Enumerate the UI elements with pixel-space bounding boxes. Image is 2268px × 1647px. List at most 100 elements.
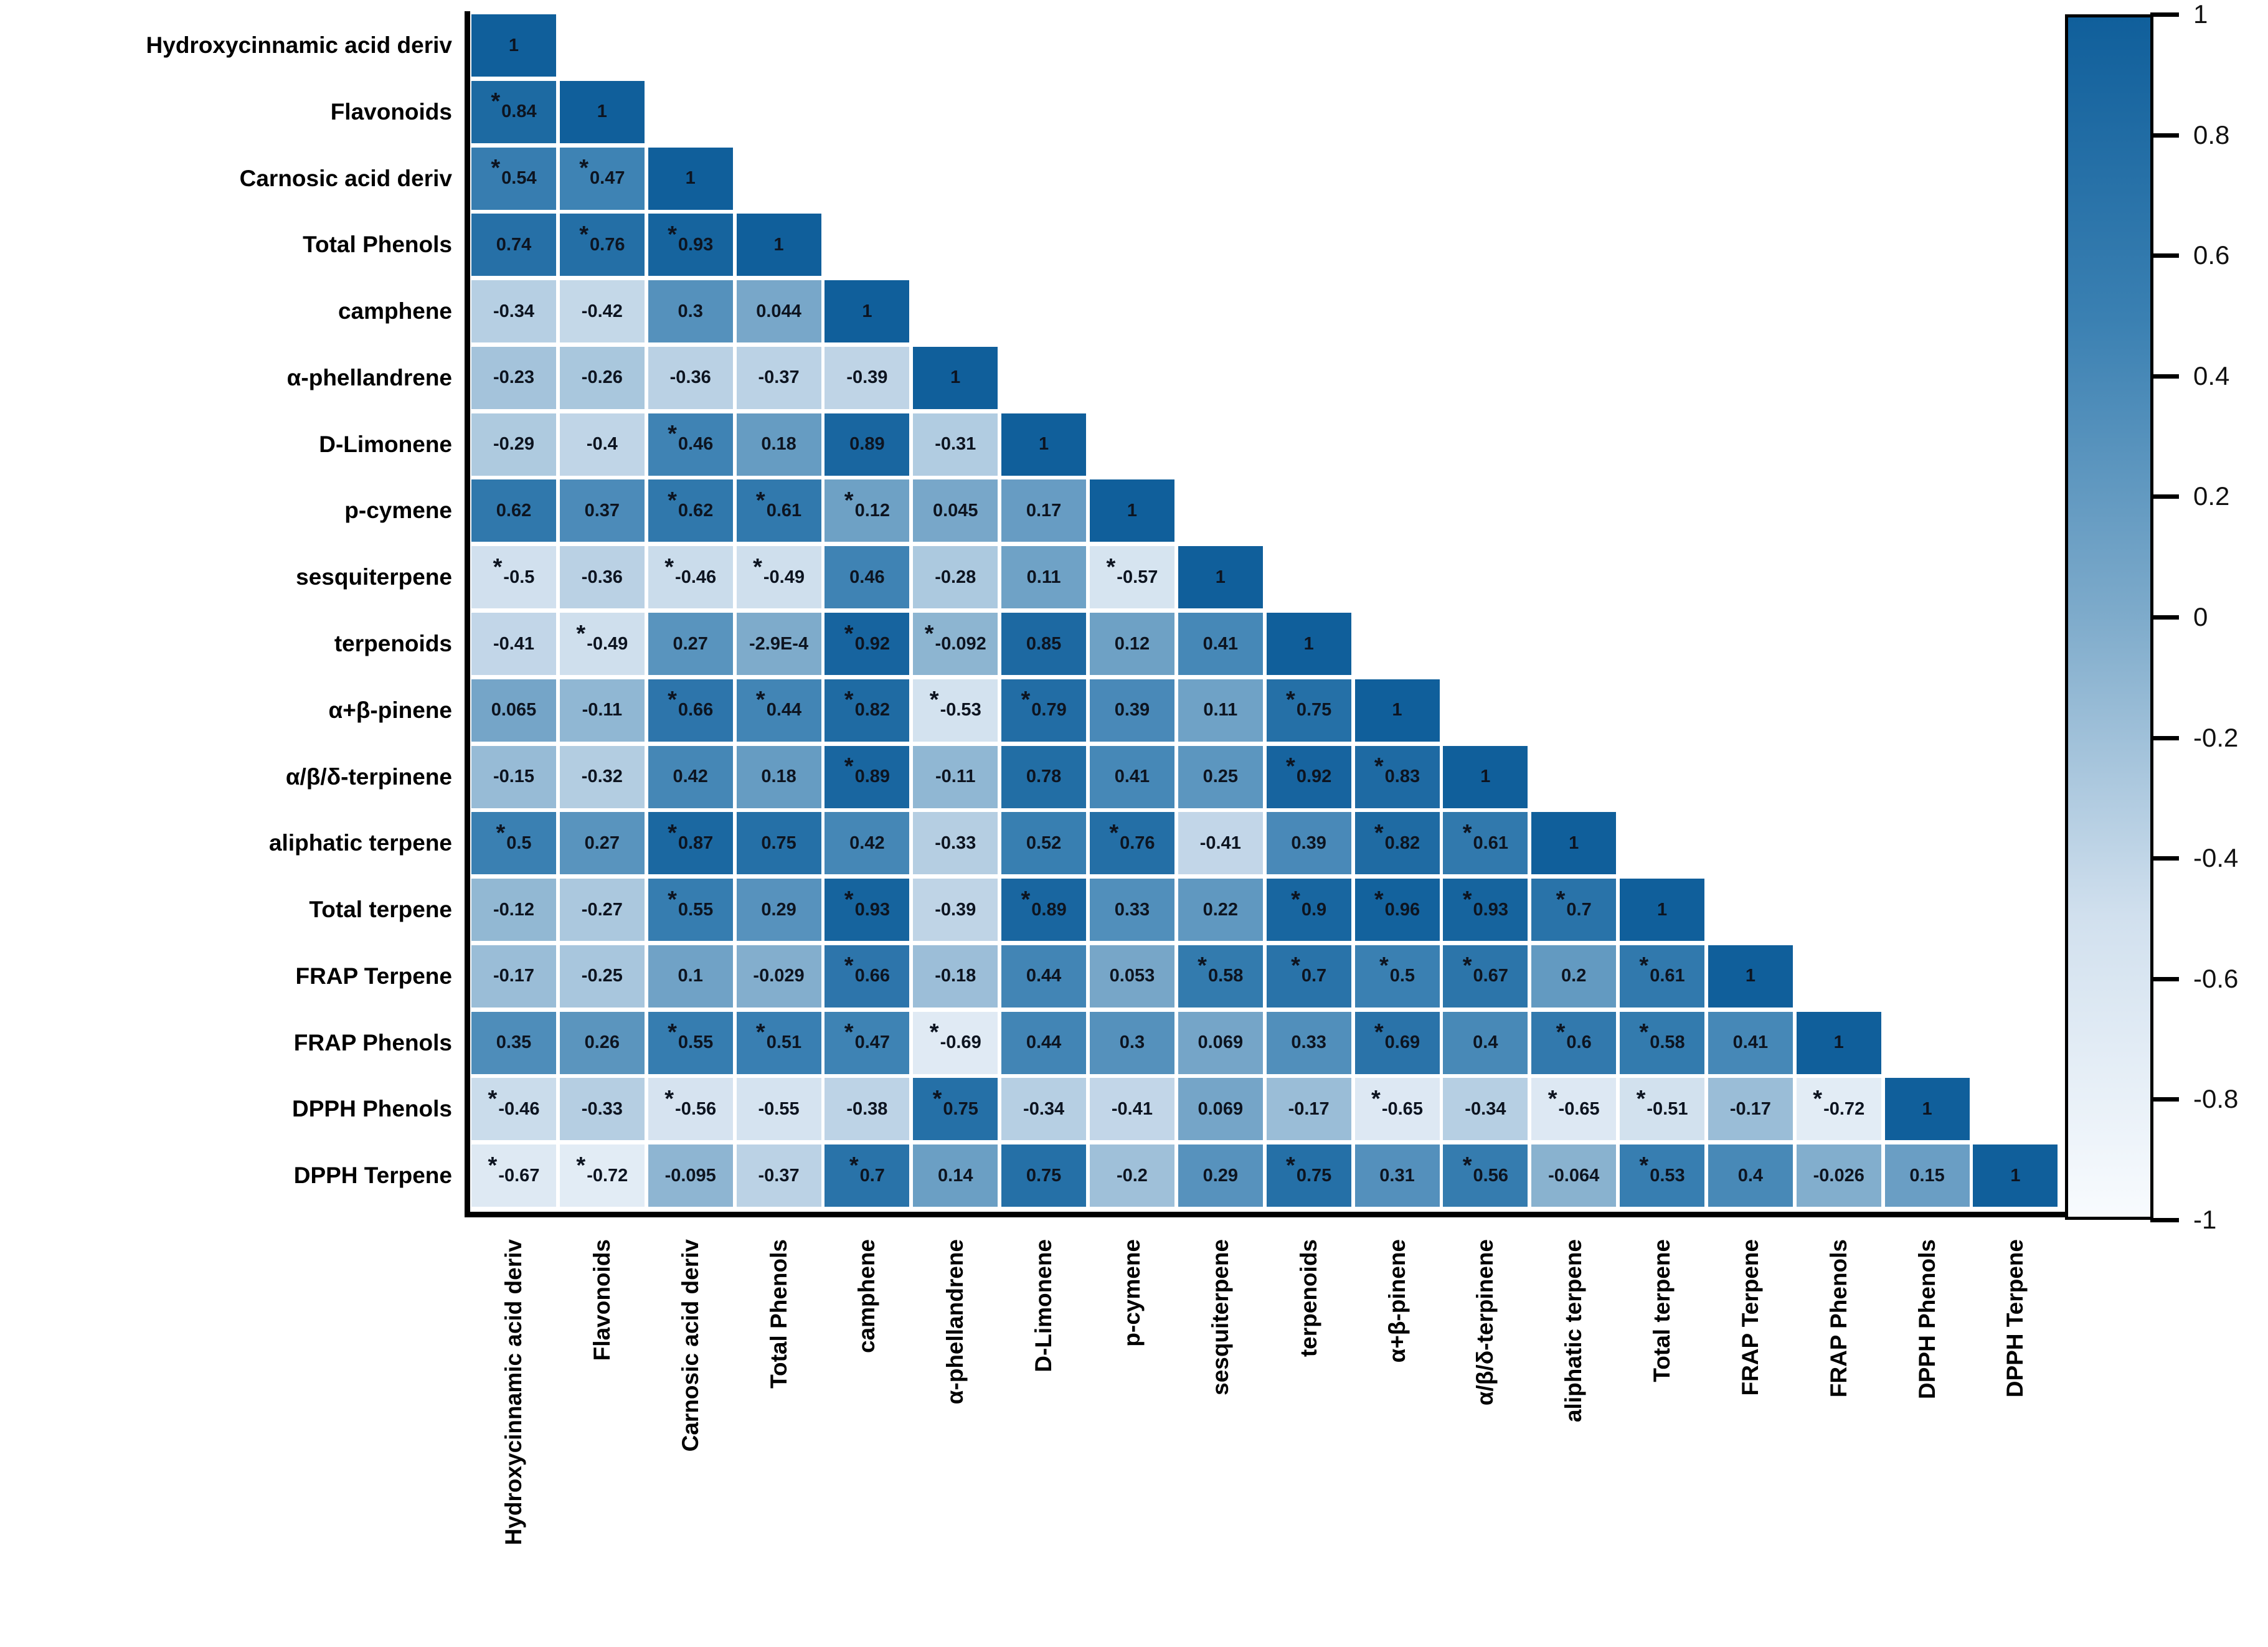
correlation-value: -0.33 <box>935 833 976 853</box>
correlation-value: 0.58 <box>1650 1032 1685 1053</box>
significance-star: * <box>1462 1152 1472 1179</box>
matrix-cell: 0.31 <box>1354 1144 1440 1207</box>
matrix-cell: 1 <box>1973 1144 2058 1207</box>
matrix-cell: 1 <box>1796 1011 1881 1074</box>
correlation-value: -0.064 <box>1548 1165 1600 1186</box>
correlation-value: 1 <box>1569 833 1579 853</box>
correlation-value: 0.82 <box>1384 833 1420 853</box>
matrix-cell: 0.29 <box>1178 1144 1263 1207</box>
correlation-value: -0.029 <box>753 966 805 986</box>
matrix-cell: * 0.93 <box>825 879 910 941</box>
significance-star: * <box>668 487 677 514</box>
matrix-cell: -0.27 <box>559 879 645 941</box>
significance-star: * <box>1639 953 1649 979</box>
correlation-value: 0.67 <box>1473 966 1508 986</box>
correlation-value: -0.69 <box>940 1032 981 1053</box>
correlation-value: 0.9 <box>1301 899 1327 920</box>
significance-star: * <box>668 1019 677 1046</box>
matrix-cell: * 0.7 <box>825 1144 910 1207</box>
matrix-cell: 0.37 <box>559 479 645 542</box>
matrix-cell: * 0.93 <box>648 214 733 276</box>
correlation-value: 0.4 <box>1473 1032 1498 1053</box>
correlation-value: -0.26 <box>581 367 623 388</box>
significance-star: * <box>1639 1019 1649 1046</box>
matrix-cell: 0.33 <box>1089 879 1174 941</box>
matrix-cell: * 0.6 <box>1531 1011 1617 1074</box>
correlation-value: -0.49 <box>763 567 805 587</box>
matrix-cell: 0.39 <box>1266 812 1351 875</box>
correlation-value: 0.31 <box>1379 1165 1415 1186</box>
matrix-cell: * 0.54 <box>471 147 556 210</box>
correlation-value: -0.49 <box>587 633 628 654</box>
correlation-value: 0.61 <box>766 500 802 521</box>
correlation-value: 0.39 <box>1114 700 1150 720</box>
correlation-value: 0.12 <box>854 500 891 521</box>
significance-star: * <box>755 487 765 514</box>
significance-star: * <box>1374 886 1384 913</box>
significance-star: * <box>929 1019 939 1046</box>
colorbar-tick-label: -0.2 <box>2193 722 2239 752</box>
correlation-value: 0.76 <box>590 234 625 255</box>
significance-star: * <box>668 221 677 248</box>
significance-star: * <box>488 1152 498 1179</box>
matrix-cell: -0.33 <box>559 1078 645 1141</box>
col-label: Flavonoids <box>588 1239 615 1361</box>
matrix-cell: 0.44 <box>1001 1011 1087 1074</box>
correlation-value: 0.12 <box>1114 633 1150 654</box>
matrix-cell: * 0.82 <box>1354 812 1440 875</box>
significance-star: * <box>844 1019 854 1046</box>
correlation-value: -0.46 <box>675 567 717 587</box>
matrix-cell: -0.36 <box>648 346 733 409</box>
correlation-value: 0.7 <box>859 1165 885 1186</box>
matrix-cell: 1 <box>1443 745 1528 808</box>
matrix-cell: -0.31 <box>913 413 998 476</box>
matrix-cell: * 0.75 <box>1266 1144 1351 1207</box>
matrix-cell: -0.064 <box>1531 1144 1617 1207</box>
matrix-cell: -0.12 <box>471 879 556 941</box>
significance-star: * <box>932 1085 942 1112</box>
correlation-value: -0.17 <box>493 966 535 986</box>
colorbar-tick-label: -0.6 <box>2193 963 2239 993</box>
correlation-value: 0.82 <box>854 700 891 720</box>
matrix-cell: 0.2 <box>1531 945 1617 1008</box>
matrix-cell: 1 <box>471 14 556 77</box>
correlation-value: 0.55 <box>678 899 714 920</box>
correlation-value: -0.37 <box>758 367 800 388</box>
correlation-value: 0.27 <box>584 833 620 853</box>
matrix-cell: -0.17 <box>1266 1078 1351 1141</box>
significance-star: * <box>664 1085 674 1112</box>
correlation-value: 0.065 <box>491 700 537 720</box>
correlation-value: 0.56 <box>1473 1165 1508 1186</box>
correlation-value: -0.4 <box>586 434 618 455</box>
matrix-cell: * -0.51 <box>1620 1078 1705 1141</box>
matrix-cell: 1 <box>1178 546 1263 609</box>
correlation-value: 0.85 <box>1026 633 1062 654</box>
correlation-value: 0.93 <box>854 899 891 920</box>
correlation-value: -0.25 <box>581 966 623 986</box>
correlation-value: 0.44 <box>1026 1032 1062 1053</box>
correlation-value: 0.92 <box>854 633 891 654</box>
row-label: FRAP Terpene <box>295 963 452 989</box>
matrix-cell: -0.55 <box>736 1078 821 1141</box>
correlation-value: 0.5 <box>1389 966 1415 986</box>
correlation-value: 0.75 <box>1296 1165 1332 1186</box>
significance-star: * <box>1374 1019 1384 1046</box>
col-label: Hydroxycinnamic acid deriv <box>501 1239 526 1546</box>
correlation-value: -0.11 <box>582 700 623 720</box>
matrix-cell: 0.27 <box>648 613 733 676</box>
correlation-value: 0.33 <box>1291 1032 1326 1053</box>
correlation-value: 0.75 <box>943 1098 978 1119</box>
col-label: DPPH Terpene <box>2002 1239 2028 1398</box>
matrix-cell: 1 <box>1708 945 1793 1008</box>
significance-star: * <box>668 819 677 846</box>
significance-star: * <box>1291 886 1300 913</box>
correlation-value: 1 <box>862 301 872 321</box>
correlation-value: 0.51 <box>766 1032 802 1053</box>
significance-star: * <box>1109 819 1119 846</box>
matrix-cell: -0.33 <box>913 812 998 875</box>
correlation-value: 0.069 <box>1198 1032 1244 1053</box>
colorbar-tick <box>2150 253 2179 258</box>
correlation-value: 1 <box>1039 434 1049 455</box>
matrix-cell: * 0.47 <box>825 1011 910 1074</box>
correlation-value: 0.54 <box>501 168 537 189</box>
